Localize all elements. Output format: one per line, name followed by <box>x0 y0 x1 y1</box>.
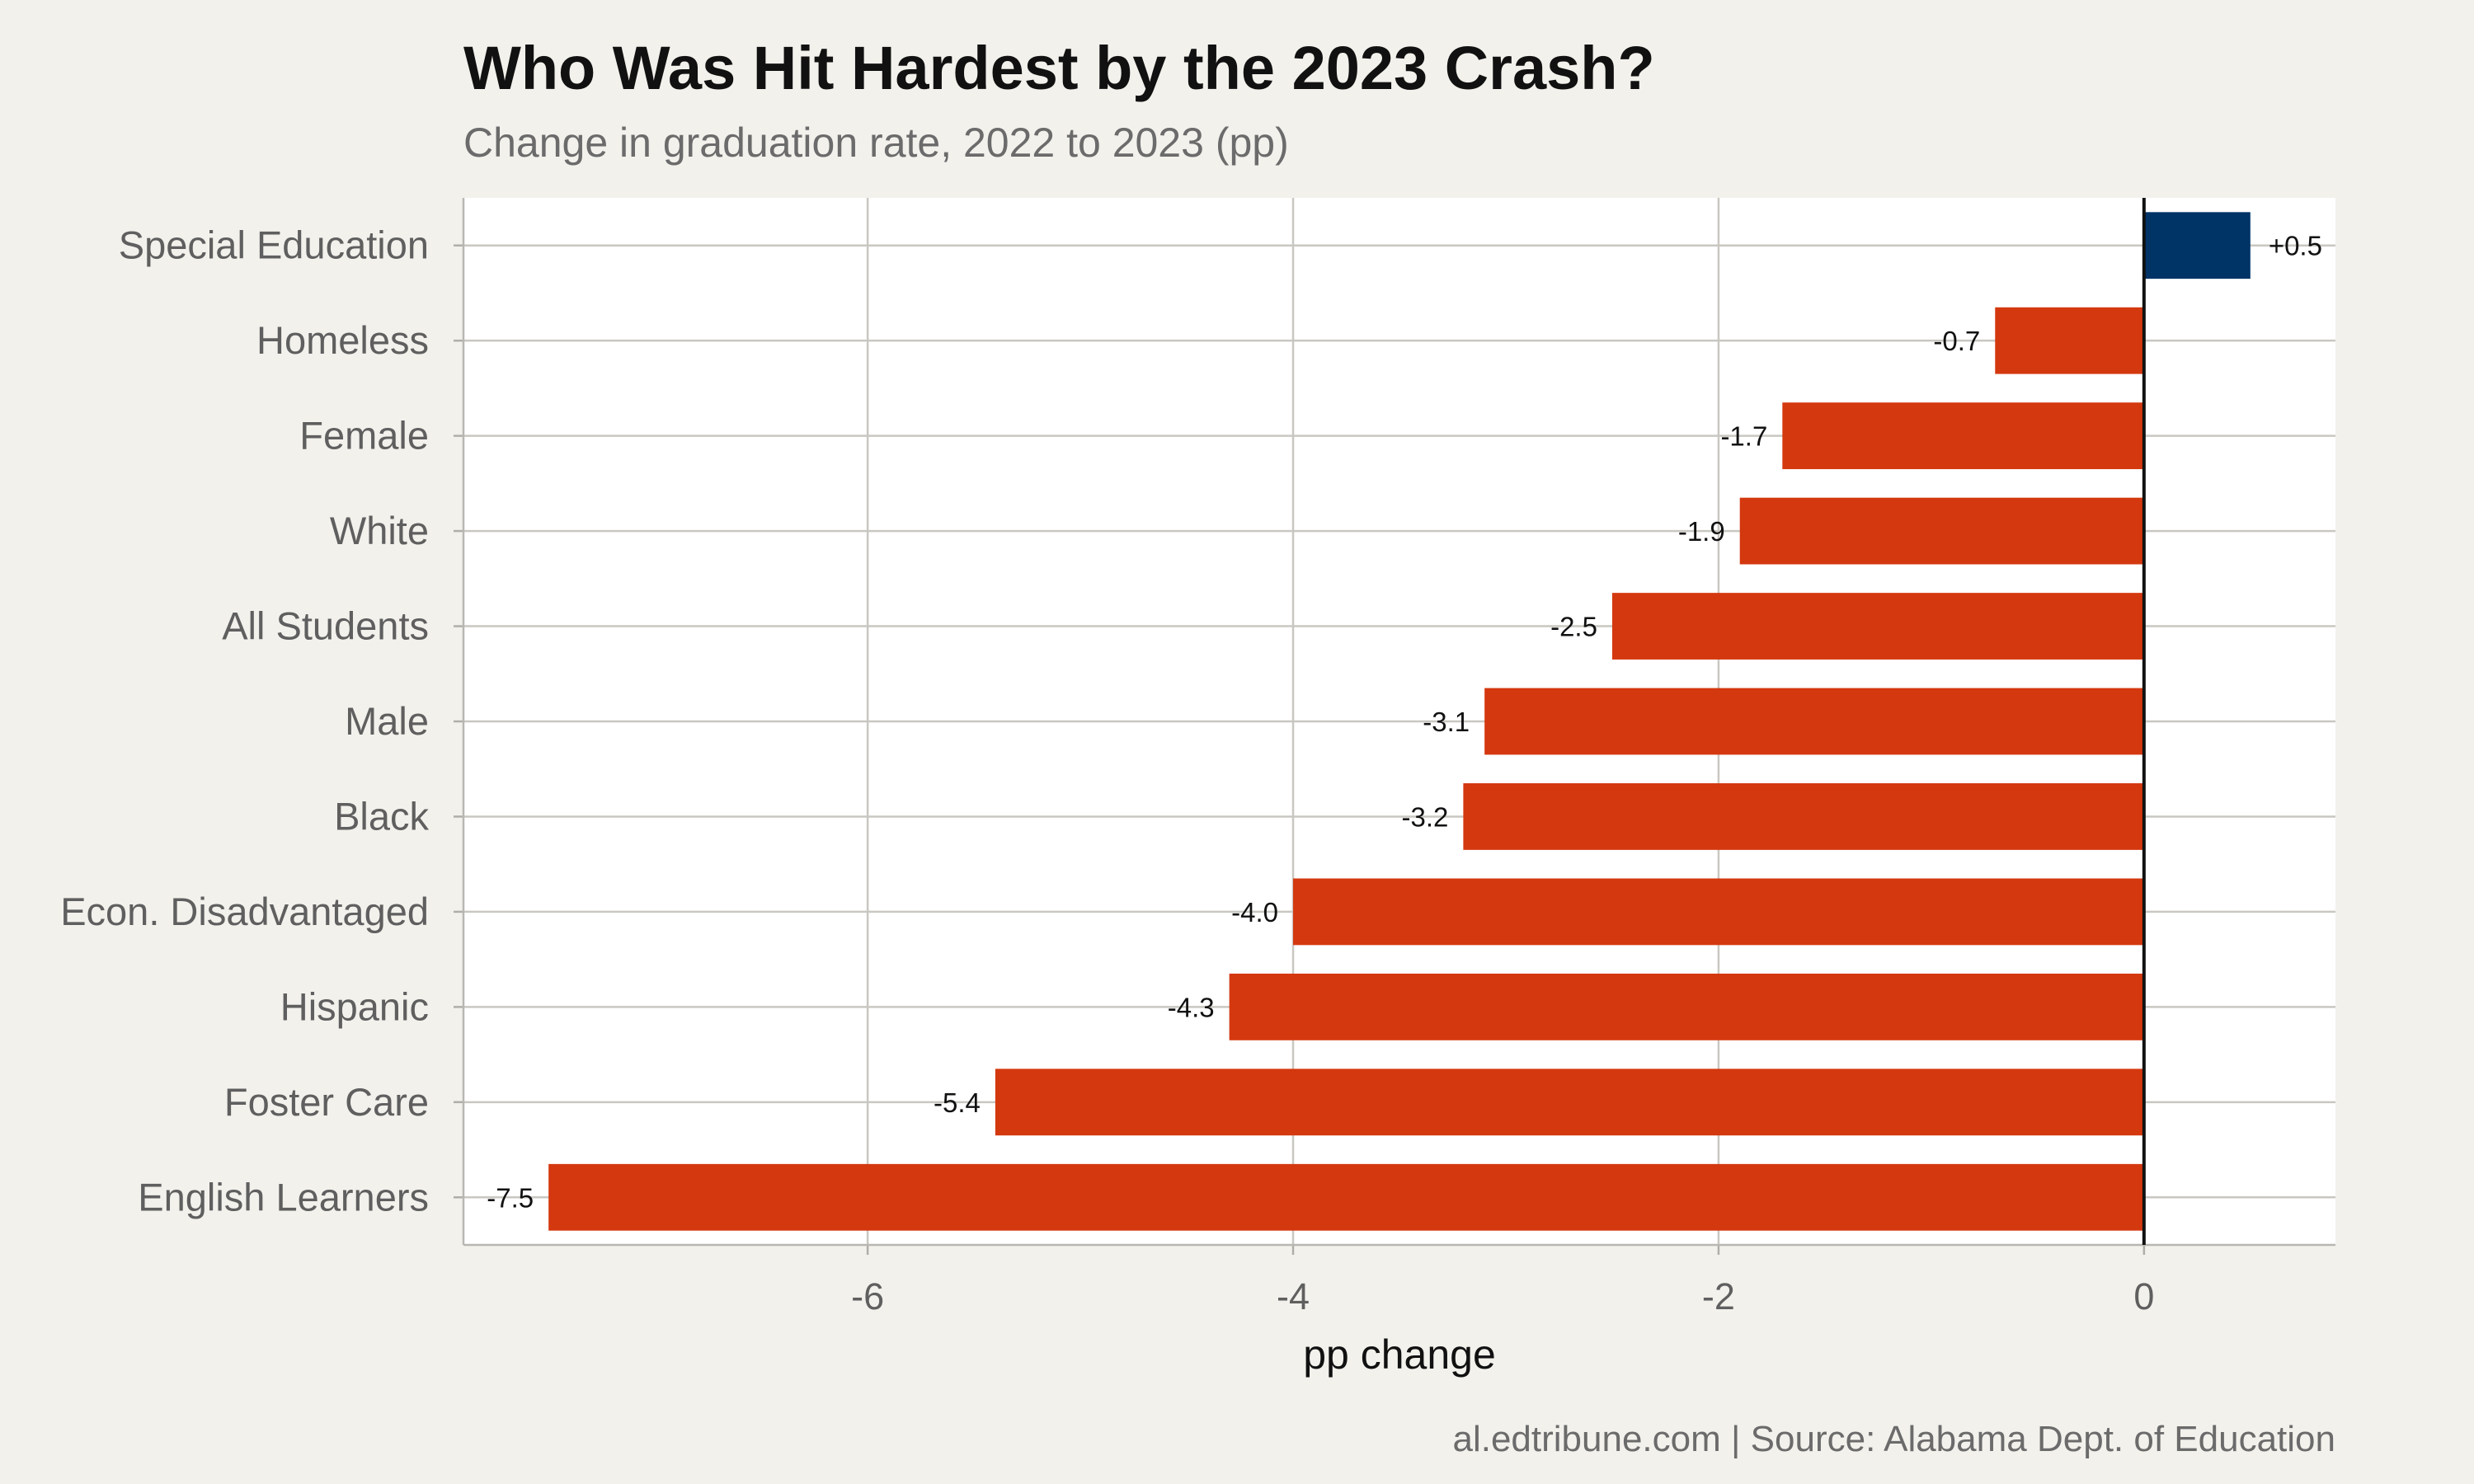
x-tick-label: -4 <box>1277 1275 1310 1317</box>
bar <box>995 1068 2144 1136</box>
category-label: Female <box>299 414 429 458</box>
category-label: Foster Care <box>224 1080 429 1124</box>
x-tick-label: -2 <box>1702 1275 1735 1317</box>
category-label: English Learners <box>138 1175 429 1219</box>
x-axis-ticks: -6 -4 -2 0 <box>454 198 2335 1317</box>
bar <box>548 1163 2144 1231</box>
data-labels: +0.5 -0.7 -1.7 -1.9 -2.5 -3.1 -3.2 -4.0 -4.3 -5.4… <box>487 231 2322 1214</box>
data-label: -3.1 <box>1423 707 1470 737</box>
data-label: -7.5 <box>487 1182 534 1213</box>
bar <box>1739 497 2144 565</box>
x-tick-label: -6 <box>851 1275 884 1317</box>
bar <box>1782 402 2144 470</box>
data-label: -1.7 <box>1720 421 1767 452</box>
bar <box>1229 973 2144 1040</box>
data-label: +0.5 <box>2269 231 2322 261</box>
data-label: -0.7 <box>1933 326 1980 356</box>
x-axis-title: pp change <box>1303 1331 1496 1378</box>
bar <box>1995 307 2144 374</box>
category-label: Black <box>334 794 429 838</box>
category-label: Hispanic <box>280 984 429 1028</box>
data-label: -3.2 <box>1402 801 1449 832</box>
data-label: -4.0 <box>1231 897 1278 928</box>
chart-subtitle: Change in graduation rate, 2022 to 2023 … <box>463 120 1289 166</box>
category-label: Econ. Disadvantaged <box>60 890 429 933</box>
x-tick-label: 0 <box>2133 1275 2154 1317</box>
bar <box>1611 593 2144 660</box>
bar <box>1293 878 2144 946</box>
data-label: -4.3 <box>1168 992 1215 1022</box>
category-label: Special Education <box>119 223 429 267</box>
chart-caption: al.edtribune.com | Source: Alabama Dept.… <box>1452 1419 2335 1459</box>
category-label: Male <box>345 699 429 743</box>
data-label: -1.9 <box>1678 516 1725 547</box>
category-label: White <box>330 509 429 552</box>
data-label: -2.5 <box>1550 612 1597 642</box>
category-labels: Special Education Homeless Female White All … <box>60 223 429 1219</box>
bar <box>1484 688 2144 755</box>
category-label: All Students <box>222 604 429 648</box>
bars <box>548 212 2251 1231</box>
chart-title: Who Was Hit Hardest by the 2023 Crash? <box>463 34 1655 102</box>
data-label: -5.4 <box>934 1087 981 1118</box>
category-label: Homeless <box>256 318 429 362</box>
bar <box>1463 783 2144 850</box>
bar <box>2143 212 2251 279</box>
